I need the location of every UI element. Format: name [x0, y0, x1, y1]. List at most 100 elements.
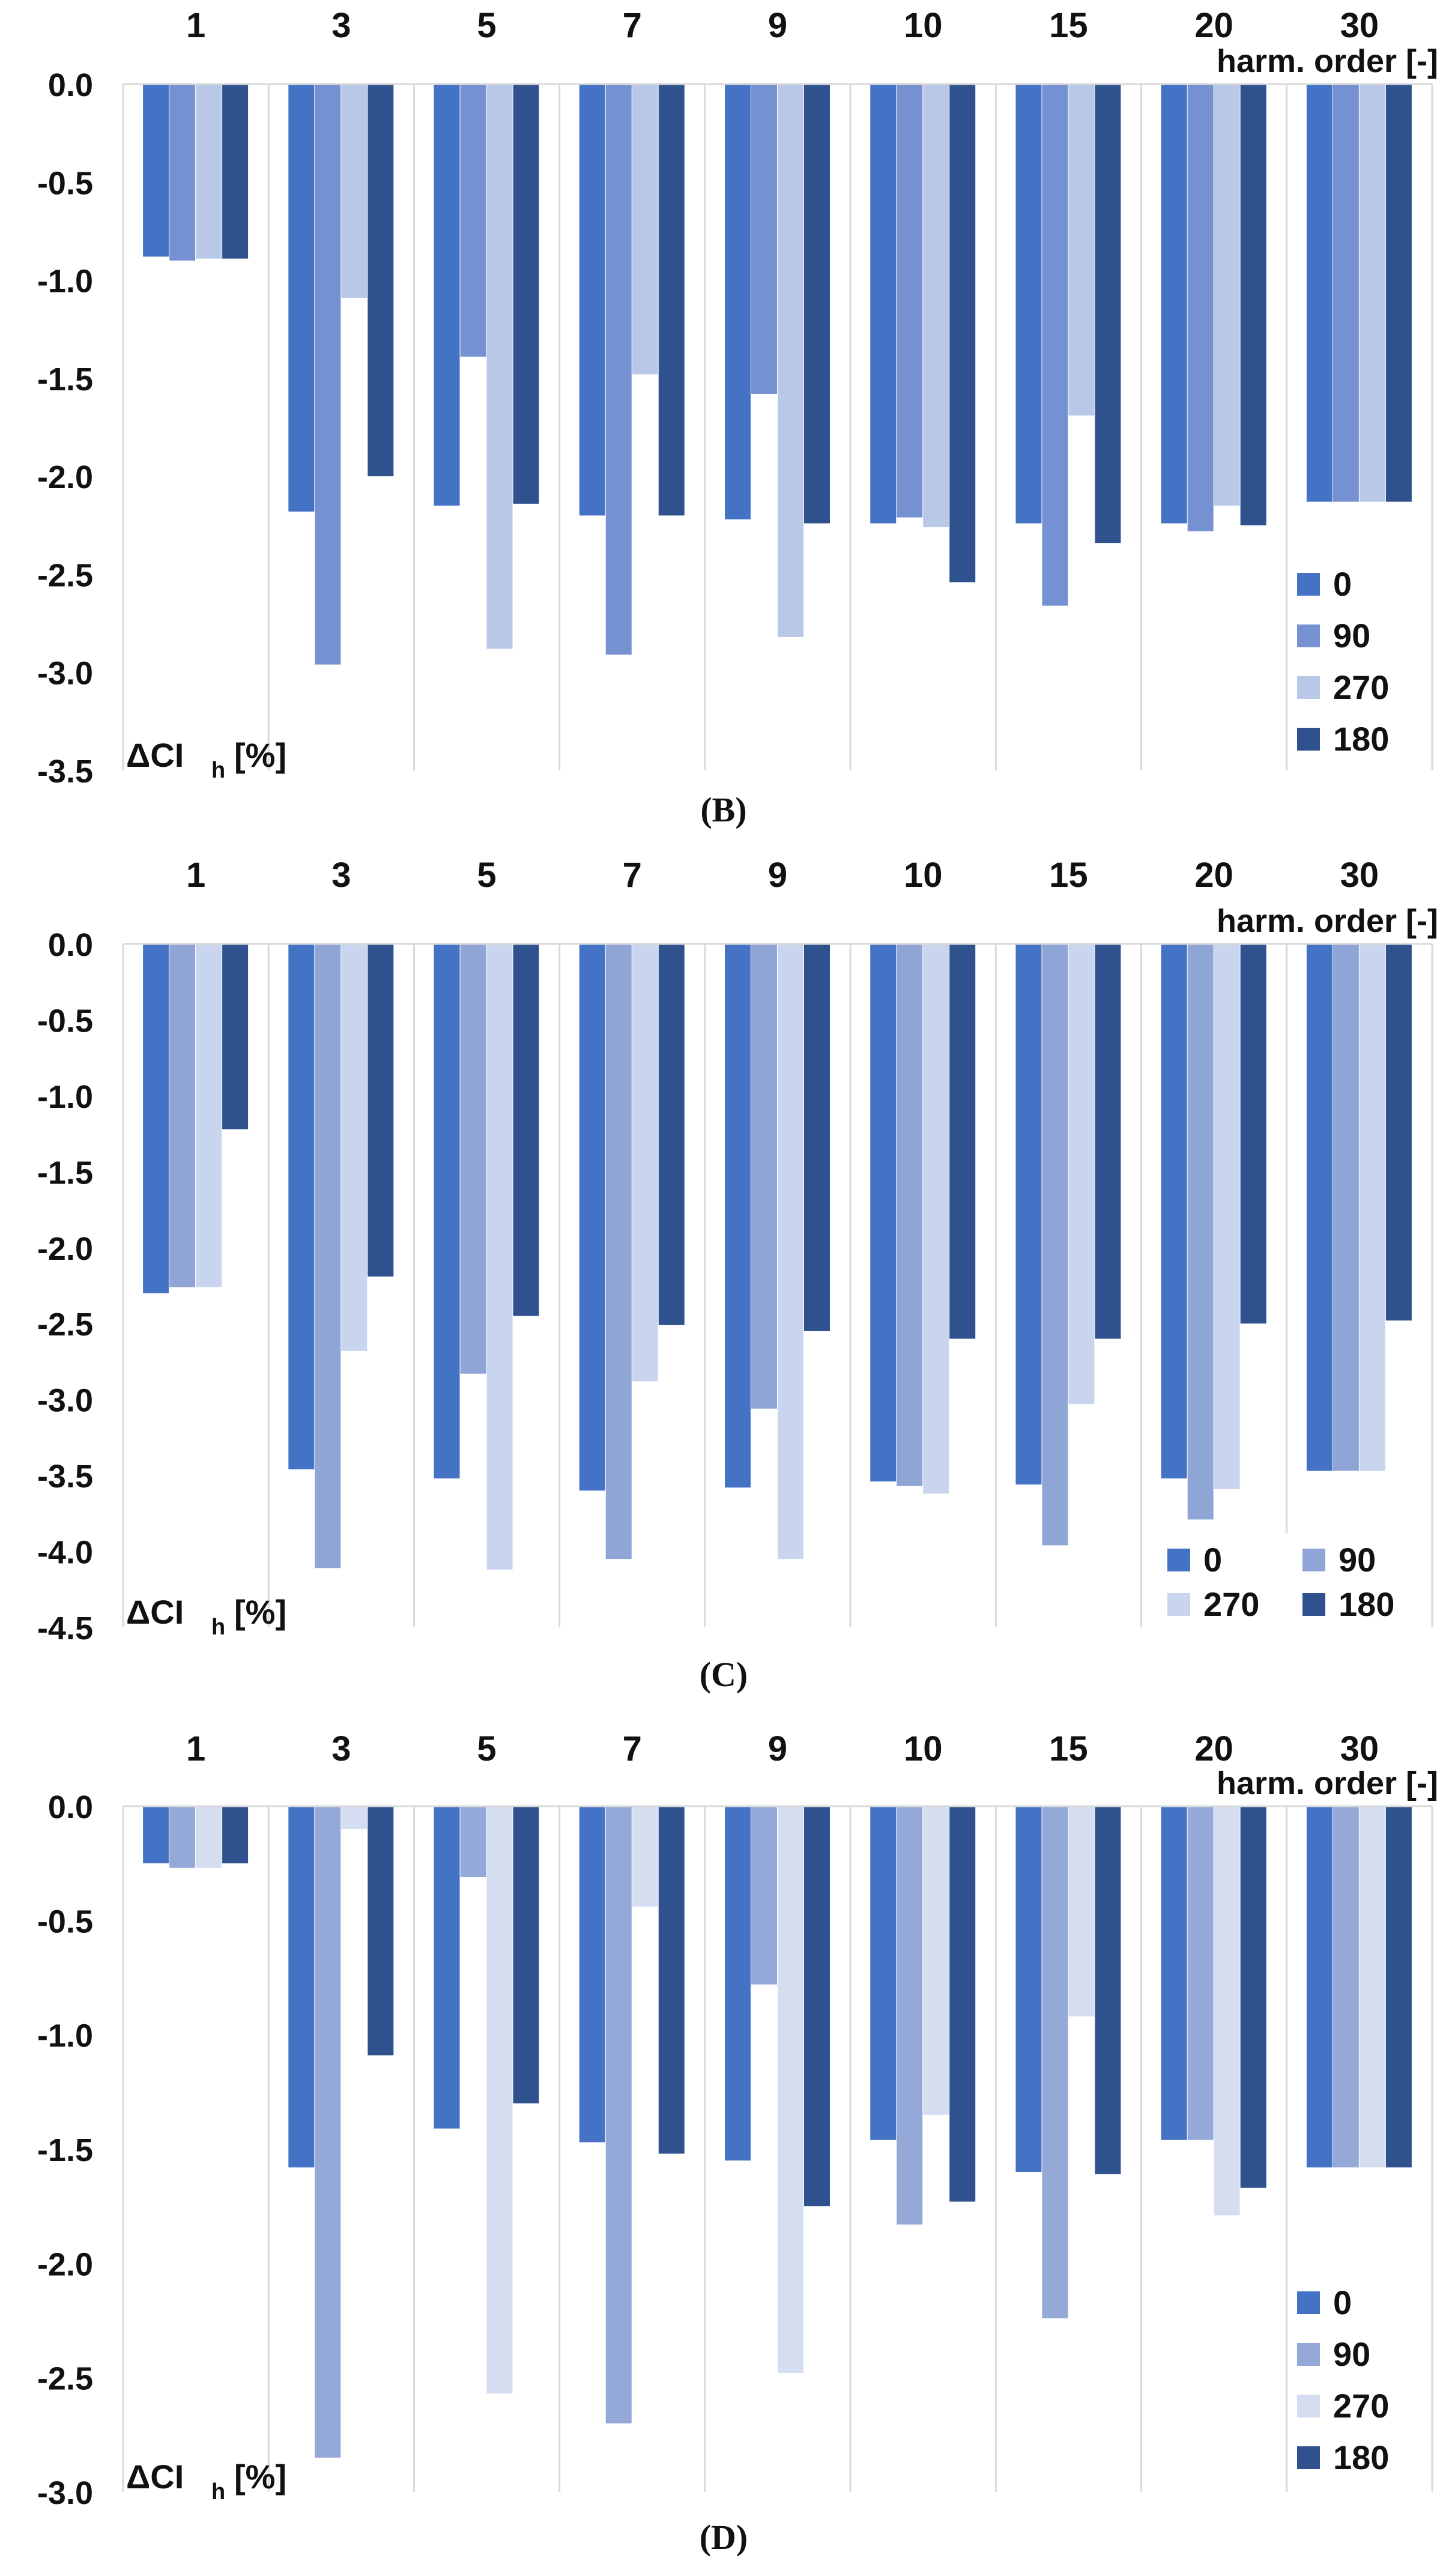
bar [1095, 84, 1121, 543]
bar [460, 84, 486, 357]
y-axis-title-unit: [%] [234, 1593, 286, 1631]
legend: 0 90 270 180 [1290, 558, 1429, 770]
y-axis-title: ΔCI h [%] [126, 2458, 286, 2505]
y-axis-title-unit: [%] [234, 2458, 286, 2496]
bar [579, 1806, 605, 2142]
legend-swatch [1297, 2446, 1320, 2469]
bar [579, 84, 605, 516]
legend-swatch [1167, 1549, 1190, 1571]
y-tick-label: -3.5 [37, 754, 93, 790]
legend-label: 270 [1333, 2387, 1389, 2425]
bar [1385, 1806, 1412, 2168]
bar [143, 944, 169, 1293]
bar [1240, 944, 1266, 1324]
bar [486, 84, 513, 649]
bar [1015, 944, 1042, 1485]
y-tick-label: -2.0 [37, 2246, 93, 2282]
bar [1306, 944, 1333, 1471]
legend-swatch [1297, 2343, 1320, 2366]
bar [1042, 1806, 1068, 2318]
x-category-label: 1 [186, 1729, 205, 1768]
y-axis-title-unit: [%] [234, 736, 286, 774]
y-tick-label: -3.0 [37, 656, 93, 692]
bar [368, 1806, 394, 2055]
bar [169, 84, 196, 261]
y-axis-title: ΔCI h [%] [126, 736, 286, 783]
legend-swatch [1297, 676, 1320, 699]
bar [315, 944, 341, 1568]
x-axis-title: harm. order [-] [1217, 903, 1438, 939]
y-tick-label: 0.0 [48, 67, 93, 103]
bar [949, 944, 976, 1339]
y-tick-label: 0.0 [48, 1789, 93, 1825]
legend-swatch [1302, 1593, 1325, 1616]
x-category-label: 3 [331, 6, 351, 45]
legend-label: 0 [1333, 565, 1352, 603]
legend-label: 90 [1333, 2335, 1370, 2373]
bar [341, 1806, 368, 1830]
legend-label: 180 [1333, 2438, 1389, 2476]
y-tick-label: -4.0 [37, 1535, 93, 1571]
bar [196, 944, 222, 1287]
bar [1161, 84, 1187, 524]
bar [1359, 84, 1385, 502]
y-tick-label: -1.0 [37, 1079, 93, 1115]
y-tick-label: 0.0 [48, 927, 93, 963]
x-category-label: 5 [477, 856, 496, 895]
legend-label: 90 [1333, 617, 1370, 655]
bar [460, 1806, 486, 1878]
x-category-label: 15 [1049, 856, 1088, 895]
bar [725, 944, 751, 1488]
bar [1214, 1806, 1240, 2216]
x-category-label: 7 [623, 1729, 642, 1768]
bar [632, 944, 658, 1382]
bar [288, 84, 315, 512]
bar [778, 944, 803, 1559]
bar [632, 84, 658, 375]
legend-label: 90 [1339, 1541, 1376, 1579]
x-category-label: 30 [1340, 856, 1379, 895]
bar [434, 944, 460, 1479]
bar [1187, 944, 1214, 1520]
x-category-label: 30 [1340, 6, 1379, 45]
chart-panel-c: 0.0 -0.5 -1.0 -1.5 -2.0 -2.5 -3.0 -3.5 -4.0 -4.5 1… [37, 856, 1438, 1694]
legend-swatch [1302, 1549, 1325, 1571]
x-category-label: 9 [768, 856, 787, 895]
x-category-label: 3 [331, 1729, 351, 1768]
bar [725, 1806, 751, 2161]
y-tick-label: -3.0 [37, 1383, 93, 1419]
bar [1385, 84, 1412, 502]
legend-label: 270 [1203, 1585, 1259, 1623]
panel-caption: (B) [700, 790, 746, 829]
legend-label: 0 [1333, 2284, 1352, 2321]
bar [605, 84, 632, 655]
bar [923, 1806, 949, 2115]
bar [222, 1806, 249, 1864]
x-axis-title: harm. order [-] [1217, 43, 1438, 79]
bar [1015, 84, 1042, 524]
bar [1306, 84, 1333, 502]
bar [804, 944, 830, 1331]
bar [1333, 944, 1359, 1471]
bar [804, 84, 830, 524]
x-axis-title: harm. order [-] [1217, 1765, 1438, 1801]
bar [897, 944, 923, 1486]
bar [632, 1806, 658, 1907]
bar [605, 944, 632, 1559]
bar [1240, 1806, 1266, 2188]
bar [288, 1806, 315, 2168]
y-tick-label: -3.0 [37, 2475, 93, 2511]
bar [1161, 1806, 1187, 2140]
y-tick-label: -0.5 [37, 1903, 93, 1940]
y-axis-title-subscript: h [211, 1615, 225, 1640]
y-tick-label: -1.5 [37, 361, 93, 398]
bar [486, 1806, 513, 2394]
y-axis-title-main: ΔCI [126, 736, 184, 774]
x-category-label: 20 [1194, 856, 1233, 895]
legend-label: 0 [1203, 1541, 1222, 1579]
panel-caption: (D) [700, 2518, 748, 2557]
bar [1042, 944, 1068, 1546]
bar [897, 1806, 923, 2225]
chart-panel-b: 0.0 -0.5 -1.0 -1.5 -2.0 -2.5 -3.0 -3.5 1 3 5 7 9 10 15… [37, 6, 1438, 829]
y-tick-label: -1.5 [37, 2132, 93, 2168]
